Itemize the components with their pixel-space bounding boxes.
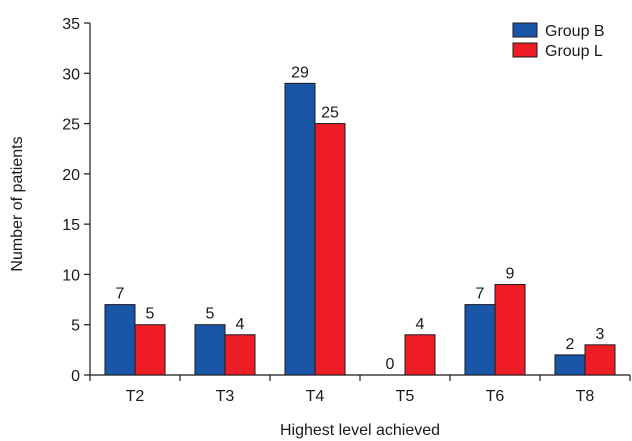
y-tick-label: 15 xyxy=(62,217,80,234)
data-label: 5 xyxy=(206,306,215,323)
legend-label: Group L xyxy=(545,43,603,60)
x-tick-label: T8 xyxy=(576,388,595,405)
y-tick-label: 0 xyxy=(71,368,80,385)
bar-group-l-t4 xyxy=(314,123,346,376)
data-label: 29 xyxy=(291,64,309,81)
data-label: 25 xyxy=(321,105,339,122)
bar-group-b-t3 xyxy=(194,324,226,376)
bar-group-b-t6 xyxy=(464,304,496,376)
y-tick-label: 25 xyxy=(62,117,80,134)
bar-group-l-t2 xyxy=(134,324,166,376)
y-axis-title: Number of patients xyxy=(9,136,26,271)
legend-swatch xyxy=(512,22,538,38)
bar-group-b-t8 xyxy=(554,354,586,376)
bar-group-l-t5 xyxy=(404,334,436,376)
data-label: 2 xyxy=(566,336,575,353)
y-tick-label: 20 xyxy=(62,167,80,184)
y-tick-label: 5 xyxy=(71,318,80,335)
y-tick-label: 30 xyxy=(62,66,80,83)
bar-group-l-t3 xyxy=(224,334,256,376)
data-label: 3 xyxy=(596,326,605,343)
data-label: 9 xyxy=(506,265,515,282)
bar-group-b-t2 xyxy=(104,304,136,376)
y-tick-label: 10 xyxy=(62,267,80,284)
bar-group-l-t8 xyxy=(584,344,616,376)
bar-group-l-t6 xyxy=(494,283,526,376)
legend-swatch xyxy=(512,42,538,58)
data-label: 4 xyxy=(416,316,425,333)
data-label: 5 xyxy=(146,306,155,323)
x-tick-label: T3 xyxy=(216,388,235,405)
x-axis-title: Highest level achieved xyxy=(280,422,440,439)
data-label: 4 xyxy=(236,316,245,333)
x-tick-label: T2 xyxy=(126,388,145,405)
y-tick-label: 35 xyxy=(62,16,80,33)
data-label: 7 xyxy=(116,286,125,303)
x-tick-label: T6 xyxy=(486,388,505,405)
data-label: 0 xyxy=(386,356,395,373)
legend-label: Group B xyxy=(545,23,605,40)
x-tick-label: T4 xyxy=(306,388,325,405)
x-tick-label: T5 xyxy=(396,388,415,405)
data-label: 7 xyxy=(476,286,485,303)
legend: Group B Group L xyxy=(512,22,605,60)
bar-group-b-t4 xyxy=(284,82,316,376)
plot-area: 0 5 10 15 20 25 30 35 7 5 T2 5 4 T3 29 25 T4 0 4 T5 7 9 T6 2 3 T8 xyxy=(62,16,631,405)
